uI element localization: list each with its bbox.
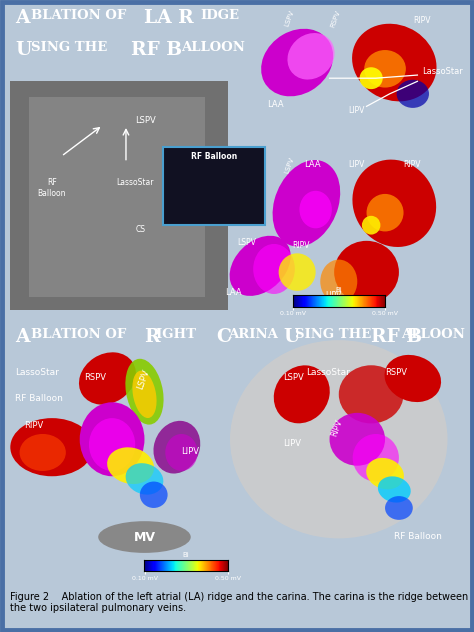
Ellipse shape xyxy=(364,50,406,88)
Text: RF Balloon: RF Balloon xyxy=(394,532,442,541)
Ellipse shape xyxy=(287,33,335,80)
Ellipse shape xyxy=(125,359,164,425)
Ellipse shape xyxy=(79,352,136,404)
FancyBboxPatch shape xyxy=(163,147,265,225)
Text: LAA: LAA xyxy=(226,288,242,297)
Text: U: U xyxy=(15,40,31,59)
Text: BLATION OF: BLATION OF xyxy=(31,9,131,22)
Ellipse shape xyxy=(279,253,316,291)
Text: C: C xyxy=(216,328,231,346)
Ellipse shape xyxy=(334,241,399,303)
Ellipse shape xyxy=(261,29,333,96)
Text: LassoStar: LassoStar xyxy=(117,178,154,187)
Ellipse shape xyxy=(98,521,191,553)
Text: U: U xyxy=(283,328,300,346)
Text: RIPV: RIPV xyxy=(292,241,310,250)
Text: RIPV: RIPV xyxy=(329,418,344,437)
Text: ALLOON: ALLOON xyxy=(182,40,246,54)
Ellipse shape xyxy=(300,191,332,228)
Text: BLATION OF: BLATION OF xyxy=(31,328,131,341)
Ellipse shape xyxy=(353,434,399,482)
Text: IDGE: IDGE xyxy=(200,9,239,22)
Ellipse shape xyxy=(352,24,437,101)
Text: LassoStar: LassoStar xyxy=(306,368,350,377)
Ellipse shape xyxy=(132,370,156,418)
Ellipse shape xyxy=(384,355,441,402)
Text: RF B: RF B xyxy=(131,40,182,59)
Text: LIPV: LIPV xyxy=(348,106,365,115)
Text: RF Balloon: RF Balloon xyxy=(15,394,63,403)
Text: LSPV: LSPV xyxy=(283,156,295,174)
Ellipse shape xyxy=(126,463,164,495)
Ellipse shape xyxy=(329,413,385,466)
Text: MV: MV xyxy=(134,530,155,544)
Text: ALLOON: ALLOON xyxy=(401,328,465,341)
Text: RF Balloon: RF Balloon xyxy=(191,152,237,161)
Ellipse shape xyxy=(378,477,411,502)
Ellipse shape xyxy=(385,496,413,520)
Text: LSPV: LSPV xyxy=(237,238,256,246)
Text: LIPV: LIPV xyxy=(182,447,200,456)
Ellipse shape xyxy=(80,402,145,477)
Ellipse shape xyxy=(397,80,429,108)
Ellipse shape xyxy=(366,458,404,489)
Ellipse shape xyxy=(154,421,200,473)
Text: LassoStar: LassoStar xyxy=(15,368,59,377)
Text: CS: CS xyxy=(135,225,145,234)
Text: RF B: RF B xyxy=(371,328,422,346)
Text: A: A xyxy=(15,9,29,27)
Ellipse shape xyxy=(274,365,330,423)
Text: ARINA: ARINA xyxy=(228,328,282,341)
Text: LSPV: LSPV xyxy=(135,368,151,391)
Text: LIPV: LIPV xyxy=(325,291,341,300)
Text: LassoStar: LassoStar xyxy=(422,68,463,76)
Text: LSPV: LSPV xyxy=(283,9,295,28)
Ellipse shape xyxy=(19,434,66,471)
Text: RIPV: RIPV xyxy=(24,421,44,430)
Text: RSPV: RSPV xyxy=(84,373,106,382)
Ellipse shape xyxy=(253,244,295,294)
Text: LIPV: LIPV xyxy=(348,159,365,169)
Text: R: R xyxy=(145,328,160,346)
Ellipse shape xyxy=(360,67,383,89)
FancyBboxPatch shape xyxy=(29,97,205,297)
Text: A: A xyxy=(15,328,29,346)
Ellipse shape xyxy=(230,340,447,538)
Text: LSPV: LSPV xyxy=(135,116,156,125)
Ellipse shape xyxy=(273,160,340,246)
Ellipse shape xyxy=(362,216,381,234)
Text: IGHT: IGHT xyxy=(156,328,201,341)
Text: LAA: LAA xyxy=(267,100,284,109)
Title: Bi: Bi xyxy=(183,552,190,558)
Text: LSPV: LSPV xyxy=(283,373,304,382)
Text: LAA: LAA xyxy=(304,159,321,169)
Ellipse shape xyxy=(107,447,154,484)
Text: LIPV: LIPV xyxy=(283,439,301,448)
Text: RIPV: RIPV xyxy=(403,159,421,169)
Ellipse shape xyxy=(165,434,198,471)
Text: SING THE: SING THE xyxy=(31,40,112,54)
Text: RF
Balloon: RF Balloon xyxy=(38,178,66,198)
Ellipse shape xyxy=(229,236,291,296)
Text: RSPV: RSPV xyxy=(385,368,407,377)
Text: Figure 2    Ablation of the left atrial (LA) ridge and the carina. The carina is: Figure 2 Ablation of the left atrial (LA… xyxy=(10,592,469,613)
Text: RIPV: RIPV xyxy=(413,16,430,25)
Ellipse shape xyxy=(320,260,357,303)
Ellipse shape xyxy=(366,194,403,231)
Ellipse shape xyxy=(353,160,436,247)
Text: SING THE: SING THE xyxy=(295,328,376,341)
Text: RSPV: RSPV xyxy=(329,9,341,28)
Text: LA R: LA R xyxy=(145,9,194,27)
Ellipse shape xyxy=(140,482,168,508)
Ellipse shape xyxy=(89,418,135,471)
FancyBboxPatch shape xyxy=(10,82,228,310)
Ellipse shape xyxy=(10,418,93,477)
Title: Bi: Bi xyxy=(336,288,342,293)
Ellipse shape xyxy=(339,365,403,423)
